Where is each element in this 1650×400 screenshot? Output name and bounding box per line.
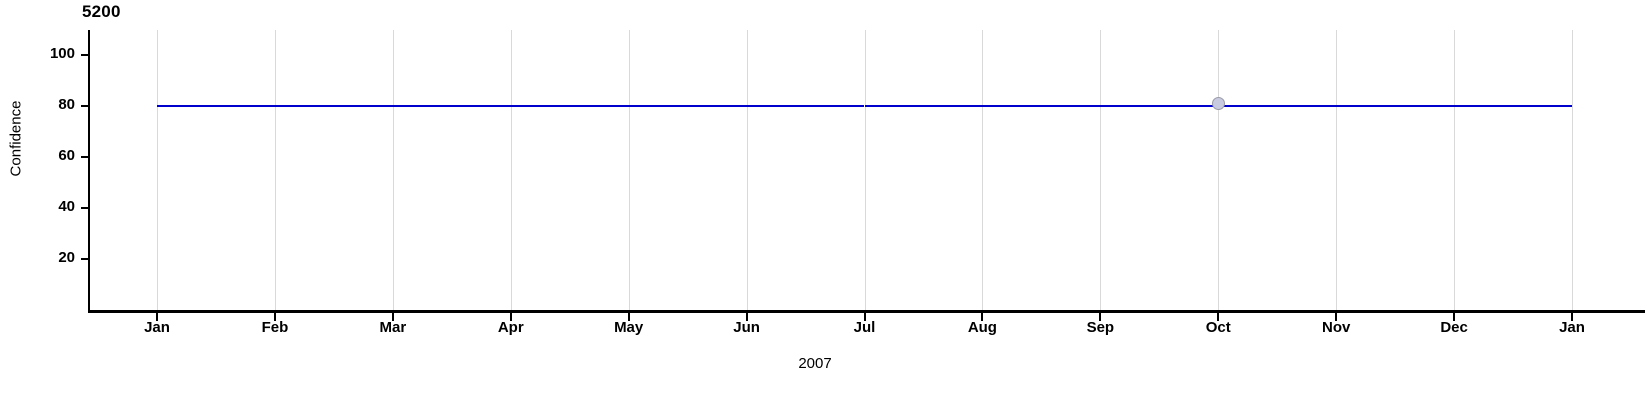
gridline-oct-9 <box>1218 30 1220 310</box>
series-line-segment <box>628 105 747 108</box>
series-line-segment <box>157 105 275 108</box>
gridline-apr-3 <box>510 30 512 310</box>
x-tick-label-sep-8: Sep <box>1086 319 1115 336</box>
series-line-segment <box>746 105 865 108</box>
series-line-segment <box>1454 105 1572 108</box>
x-tick-label-dec-11: Dec <box>1440 319 1468 336</box>
x-tick-mark-jan-12 <box>1571 313 1573 321</box>
x-tick-label-nov-10: Nov <box>1321 319 1351 336</box>
x-tick-label-may-4: May <box>614 319 644 336</box>
x-tick-mark-dec-11 <box>1453 313 1456 321</box>
x-tick-label-feb-1: Feb <box>261 319 289 336</box>
x-tick-mark-may-4 <box>627 313 630 321</box>
series-line-segment <box>982 105 1101 108</box>
x-tick-label-jul-6: Jul <box>853 319 876 336</box>
y-tick-label-40: 40 <box>58 198 75 216</box>
series-line-segment <box>274 105 393 108</box>
gridline-jul-6 <box>864 30 866 310</box>
x-axis-line <box>88 310 1645 313</box>
series-line-segment <box>392 105 511 108</box>
y-tick-mark-100 <box>81 54 88 57</box>
gridline-jan-12 <box>1572 30 1573 310</box>
x-tick-mark-nov-10 <box>1335 313 1338 321</box>
x-tick-mark-apr-3 <box>509 313 512 321</box>
x-tick-label-mar-2: Mar <box>379 319 407 336</box>
y-tick-mark-20 <box>81 258 88 261</box>
series-line-segment <box>1100 105 1219 108</box>
x-tick-label-jan-12: Jan <box>1559 319 1585 336</box>
x-axis-label: 2007 <box>798 355 832 372</box>
series-line-segment <box>864 105 983 108</box>
x-tick-label-oct-9: Oct <box>1205 319 1231 336</box>
series-line-segment <box>510 105 629 108</box>
plot-area <box>88 30 1645 310</box>
gridline-jun-5 <box>746 30 748 310</box>
y-axis-label: Confidence <box>7 100 25 177</box>
x-tick-mark-mar-2 <box>391 313 394 321</box>
gridline-dec-11 <box>1454 30 1456 310</box>
gridline-feb-1 <box>274 30 276 310</box>
y-axis-line <box>88 30 90 311</box>
x-tick-mark-jan-0 <box>156 313 158 321</box>
gridline-aug-7 <box>982 30 984 310</box>
x-tick-mark-oct-9 <box>1217 313 1220 321</box>
y-tick-label-20: 20 <box>58 249 75 267</box>
series-line-segment <box>1336 105 1455 108</box>
y-tick-mark-80 <box>81 105 88 108</box>
x-tick-label-jan-0: Jan <box>144 319 170 336</box>
y-tick-label-80: 80 <box>58 96 75 114</box>
gridline-jan-0 <box>157 30 158 310</box>
gridline-nov-10 <box>1336 30 1338 310</box>
gridline-sep-8 <box>1100 30 1102 310</box>
y-tick-mark-60 <box>81 156 88 159</box>
data-point-marker-oct[interactable] <box>1211 97 1225 111</box>
x-tick-label-apr-3: Apr <box>497 319 524 336</box>
y-tick-label-60: 60 <box>58 147 75 165</box>
x-tick-label-aug-7: Aug <box>967 319 997 336</box>
x-tick-mark-aug-7 <box>981 313 984 321</box>
x-tick-label-jun-5: Jun <box>733 319 760 336</box>
x-tick-mark-jun-5 <box>745 313 748 321</box>
x-tick-mark-feb-1 <box>273 313 276 321</box>
series-line-segment <box>1218 105 1337 108</box>
y-tick-mark-40 <box>81 207 88 210</box>
gridline-may-4 <box>628 30 630 310</box>
x-tick-mark-sep-8 <box>1099 313 1102 321</box>
y-tick-label-100: 100 <box>49 45 75 63</box>
x-tick-mark-jul-6 <box>863 313 866 321</box>
chart-title: 5200 <box>82 2 121 21</box>
gridline-mar-2 <box>392 30 394 310</box>
